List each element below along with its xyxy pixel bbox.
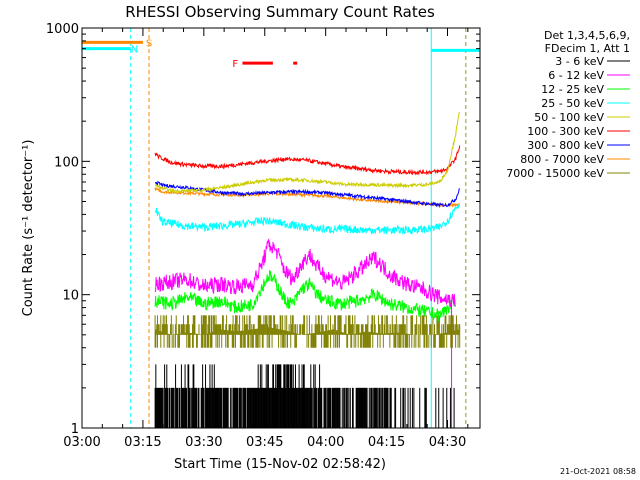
- x-tick-label: 03:15: [124, 435, 161, 450]
- footer-timestamp: 21-Oct-2021 08:58: [560, 467, 636, 476]
- legend-label: 100 - 300 keV: [527, 125, 604, 138]
- chart-title: RHESSI Observing Summary Count Rates: [125, 3, 435, 21]
- x-axis-label: Start Time (15-Nov-02 02:58:42): [174, 457, 386, 472]
- series-8: [154, 315, 461, 348]
- x-tick-label: 04:30: [429, 435, 466, 450]
- plot-frame: [81, 27, 481, 429]
- x-tick-label: 03:30: [185, 435, 222, 450]
- legend-header: FDecim 1, Att 1: [545, 42, 630, 55]
- y-tick-label: 100: [54, 155, 79, 170]
- legend-label: 3 - 6 keV: [555, 55, 604, 68]
- legend-header: Det 1,3,4,5,6,9,: [544, 29, 630, 42]
- legend-label: 7000 - 15000 keV: [506, 167, 604, 180]
- x-tick-label: 03:00: [63, 435, 100, 450]
- y-tick-label: 1000: [46, 22, 79, 37]
- y-axis-label: Count Rate (s⁻¹ detector⁻¹): [21, 140, 36, 317]
- series-line: [154, 269, 456, 322]
- x-tick-label: 04:15: [368, 435, 405, 450]
- flag-label-S: S: [146, 38, 152, 49]
- legend-label: 25 - 50 keV: [541, 97, 604, 110]
- flag-label-N: N: [131, 45, 138, 56]
- legend-label: 50 - 100 keV: [534, 111, 604, 124]
- series-line: [155, 180, 461, 209]
- series-2: [154, 269, 456, 322]
- legend-label: 6 - 12 keV: [548, 69, 604, 82]
- y-tick-label: 1: [71, 422, 79, 437]
- x-tick-label: 04:00: [307, 435, 344, 450]
- series-5: [154, 145, 461, 176]
- series-line: [154, 203, 461, 236]
- y-tick-label: 10: [62, 289, 79, 304]
- legend-label: 300 - 800 keV: [527, 139, 604, 152]
- series-line: [154, 238, 456, 308]
- series-0: [154, 364, 455, 428]
- x-tick-label: 03:45: [246, 435, 283, 450]
- flag-label-F: F: [232, 59, 238, 70]
- series-1: [154, 238, 456, 308]
- legend-label: 12 - 25 keV: [541, 83, 604, 96]
- series-line: [154, 145, 461, 176]
- series-4: [154, 111, 461, 195]
- series-3: [154, 203, 461, 236]
- series-line: [154, 111, 461, 195]
- legend-label: 800 - 7000 keV: [520, 153, 604, 166]
- series-6: [155, 180, 461, 209]
